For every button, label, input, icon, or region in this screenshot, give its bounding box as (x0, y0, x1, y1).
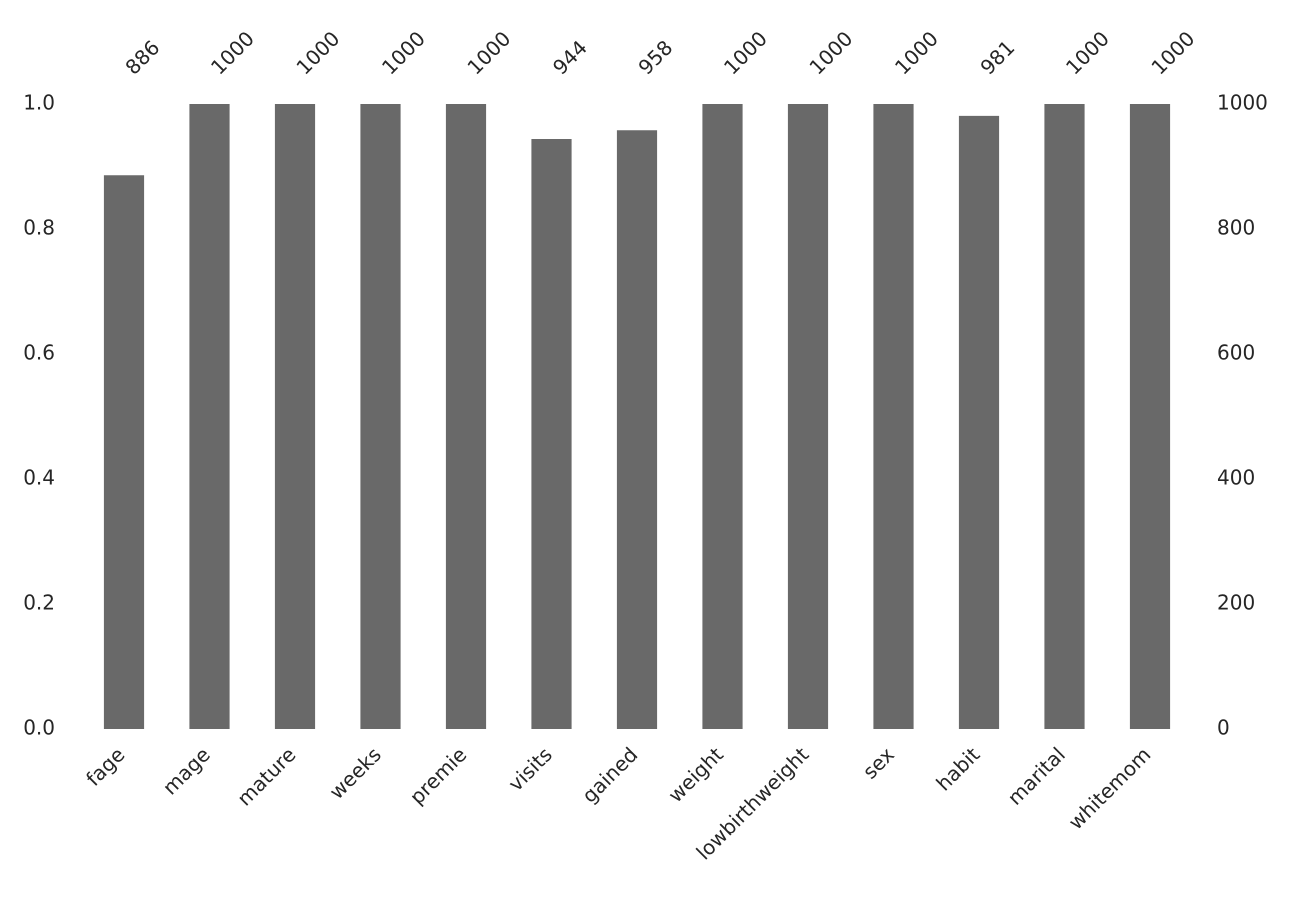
bar (787, 104, 829, 729)
value-label: 1000 (377, 26, 430, 79)
y2-tick-label: 600 (1217, 341, 1255, 365)
y-tick-label: 0.2 (23, 591, 55, 615)
y2-tick-label: 800 (1217, 216, 1255, 240)
x-tick-label: mature (232, 742, 300, 810)
value-label: 1000 (462, 26, 515, 79)
x-tick-label: habit (931, 742, 984, 795)
value-label: 1000 (1146, 26, 1199, 79)
bar (189, 104, 230, 729)
value-label: 1000 (1061, 26, 1114, 79)
bar (1044, 104, 1085, 729)
x-tick-label: sex (858, 742, 899, 783)
bar (616, 130, 658, 729)
value-label: 886 (120, 35, 164, 79)
value-label: 1000 (804, 26, 857, 79)
bar (360, 104, 401, 729)
value-label: 958 (633, 35, 677, 79)
value-label: 944 (548, 35, 592, 79)
y-tick-label: 0.8 (23, 216, 55, 240)
bar (531, 139, 572, 729)
value-label: 981 (975, 35, 1019, 79)
x-tick-label: fage (81, 742, 129, 790)
value-label: 1000 (890, 26, 943, 79)
bar (873, 104, 914, 729)
bar (103, 175, 145, 729)
y2-tick-label: 1000 (1217, 91, 1268, 115)
x-tick-label: weeks (324, 742, 385, 803)
y-tick-label: 0.0 (23, 716, 55, 740)
y2-tick-label: 200 (1217, 591, 1255, 615)
x-tick-label: visits (503, 742, 556, 795)
y-tick-label: 0.4 (23, 466, 55, 490)
value-label: 1000 (291, 26, 344, 79)
y2-tick-label: 0 (1217, 716, 1230, 740)
bar (702, 104, 743, 729)
bar (445, 104, 487, 729)
value-label: 1000 (206, 26, 259, 79)
x-tick-label: premie (405, 742, 472, 809)
bar (958, 115, 1000, 729)
x-tick-label: whitemom (1064, 742, 1156, 834)
x-tick-label: weight (663, 742, 728, 807)
bar (274, 104, 316, 729)
y-tick-label: 1.0 (23, 91, 55, 115)
bar (1129, 104, 1171, 729)
x-tick-label: mage (158, 742, 215, 799)
x-tick-label: gained (577, 742, 642, 807)
value-label: 1000 (719, 26, 772, 79)
y2-tick-label: 400 (1217, 466, 1255, 490)
y-tick-label: 0.6 (23, 341, 55, 365)
x-tick-label: marital (1003, 742, 1070, 809)
